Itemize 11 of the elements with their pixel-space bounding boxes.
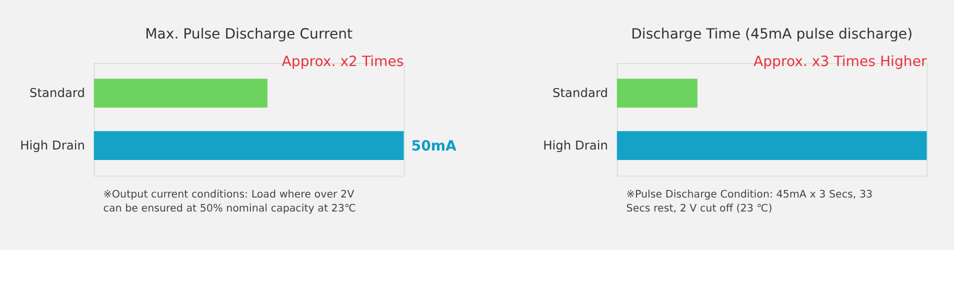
chart-title: Max. Pulse Discharge Current <box>145 26 354 43</box>
text: ※Pulse Discharge Condition: 45mA x 3 Secs, 33 Secs rest, 2 V cut off (23 ℃) <box>626 188 873 214</box>
annotation: Approx. x2 Times <box>282 54 404 70</box>
y-tick-label: High Drain <box>20 138 85 152</box>
y-tick-label: Standard <box>30 86 85 100</box>
data-label: 50mA <box>411 138 457 154</box>
annotation: Approx. x3 Times Higher <box>753 54 927 70</box>
y-tick-label: High Drain <box>543 138 608 152</box>
y-tick-label: Standard <box>552 86 608 100</box>
chart-title: Discharge Time (45mA pulse discharge) <box>631 26 913 43</box>
text: ※Output current conditions: Load where over 2V can be ensured at 50% nominal capacity at 23℃ <box>103 188 356 214</box>
